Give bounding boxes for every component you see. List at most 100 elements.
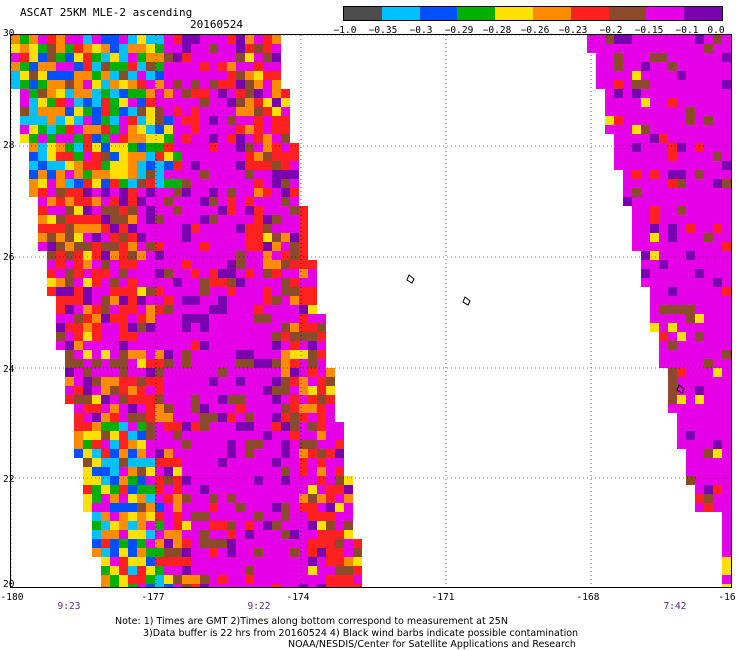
swath-cell [191, 422, 200, 431]
swath-cell [290, 521, 299, 530]
swath-cell [74, 44, 83, 53]
swath-cell [110, 80, 119, 89]
swath-cell [299, 584, 308, 587]
swath-cell [182, 125, 191, 134]
swath-cell [173, 395, 182, 404]
swath-cell [641, 80, 650, 89]
swath-cell [191, 179, 200, 188]
swath-cell [686, 395, 695, 404]
swath-cell [650, 323, 659, 332]
swath-cell [254, 476, 263, 485]
swath-cell [731, 125, 732, 134]
swath-cell [155, 566, 164, 575]
swath-cell [587, 35, 596, 44]
swath-cell [119, 458, 128, 467]
swath-cell [695, 53, 704, 62]
swath-cell [704, 305, 713, 314]
swath-cell [272, 125, 281, 134]
swath-cell [173, 152, 182, 161]
swath-cell [659, 287, 668, 296]
swath-cell [227, 143, 236, 152]
swath-cell [227, 305, 236, 314]
swath-cell [191, 71, 200, 80]
swath-cell [182, 143, 191, 152]
swath-cell [137, 314, 146, 323]
swath-cell [254, 431, 263, 440]
swath-cell [695, 197, 704, 206]
lon-tick-label: -180 [0, 592, 24, 603]
swath-cell [65, 170, 74, 179]
swath-cell [272, 269, 281, 278]
swath-cell [29, 98, 38, 107]
swath-cell [227, 134, 236, 143]
swath-cell [290, 323, 299, 332]
swath-cell [164, 242, 173, 251]
swath-cell [101, 278, 110, 287]
swath-cell [65, 242, 74, 251]
swath-cell [164, 215, 173, 224]
colorbar-segment [532, 7, 571, 20]
swath-cell [650, 89, 659, 98]
swath-cell [155, 35, 164, 44]
swath-cell [92, 296, 101, 305]
swath-cell [254, 53, 263, 62]
swath-cell [56, 260, 65, 269]
swath-cell [164, 431, 173, 440]
swath-cell [236, 332, 245, 341]
swath-cell [335, 512, 344, 521]
swath-cell [722, 476, 731, 485]
swath-cell [74, 161, 83, 170]
swath-cell [128, 107, 137, 116]
swath-cell [695, 251, 704, 260]
swath-cell [245, 269, 254, 278]
swath-cell [236, 449, 245, 458]
swath-cell [722, 449, 731, 458]
swath-cell [83, 350, 92, 359]
swath-cell [668, 170, 677, 179]
swath-cell [281, 161, 290, 170]
swath-cell [731, 152, 732, 161]
swath-cell [20, 89, 29, 98]
swath-cell [146, 44, 155, 53]
swath-cell [119, 548, 128, 557]
swath-cell [209, 98, 218, 107]
swath-cell [713, 431, 722, 440]
swath-cell [281, 215, 290, 224]
swath-cell [74, 233, 83, 242]
swath-cell [308, 377, 317, 386]
swath-cell [263, 314, 272, 323]
swath-cell [56, 179, 65, 188]
swath-cell [254, 197, 263, 206]
swath-cell [47, 224, 56, 233]
swath-cell [218, 134, 227, 143]
swath-cell [92, 197, 101, 206]
swath-cell [290, 296, 299, 305]
swath-cell [191, 287, 200, 296]
swath-cell [308, 485, 317, 494]
swath-cell [74, 368, 83, 377]
swath-cell [47, 242, 56, 251]
swath-cell [704, 125, 713, 134]
swath-cell [245, 521, 254, 530]
swath-cell [695, 305, 704, 314]
swath-cell [731, 224, 732, 233]
swath-cell [668, 53, 677, 62]
swath-cell [245, 332, 254, 341]
swath-cell [731, 539, 732, 548]
swath-cell [254, 116, 263, 125]
swath-cell [92, 449, 101, 458]
swath-cell [137, 197, 146, 206]
swath-cell [695, 188, 704, 197]
swath-cell [191, 143, 200, 152]
swath-cell [722, 179, 731, 188]
swath-cell [137, 206, 146, 215]
swath-cell [173, 566, 182, 575]
swath-cell [182, 71, 191, 80]
swath-cell [209, 206, 218, 215]
swath-cell [272, 62, 281, 71]
swath-cell [182, 44, 191, 53]
swath-cell [227, 494, 236, 503]
swath-cell [92, 494, 101, 503]
swath-cell [74, 179, 83, 188]
swath-cell [641, 62, 650, 71]
